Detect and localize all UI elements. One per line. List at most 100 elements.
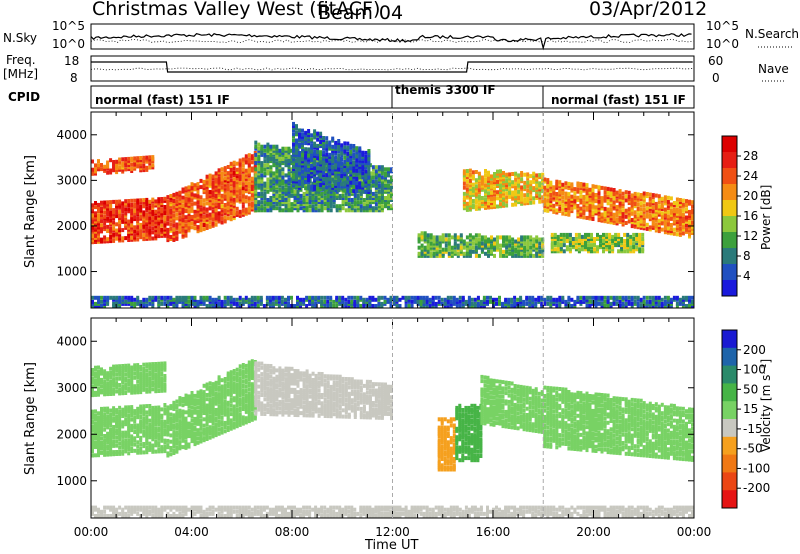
heatmap-cell (465, 253, 469, 258)
heatmap-cell (361, 171, 365, 176)
heatmap-cell (214, 181, 218, 186)
heatmap-cell (597, 187, 601, 192)
heatmap-cell (465, 173, 469, 178)
heatmap-cell (175, 195, 179, 200)
heatmap-cell (109, 210, 113, 215)
nave-series (90, 67, 695, 71)
heatmap-cell (476, 301, 480, 306)
heatmap-cell (106, 200, 110, 205)
heatmap-cell (584, 232, 587, 237)
heatmap-cell (422, 299, 426, 304)
heatmap-cell (313, 162, 317, 167)
heatmap-cell (576, 206, 580, 211)
heatmap-cell (538, 185, 542, 190)
heatmap-cell (609, 214, 613, 219)
heatmap-cell (301, 169, 304, 174)
heatmap-cell (184, 202, 188, 207)
heatmap-cell (474, 178, 478, 183)
heatmap-cell (130, 211, 134, 216)
heatmap-cell (293, 200, 297, 205)
heatmap-cell (553, 237, 557, 241)
heatmap-cell (91, 443, 94, 448)
cpid-segment-3: normal (fast) 151 IF (551, 93, 686, 107)
heatmap-cell (226, 177, 230, 182)
heatmap-cell (688, 199, 691, 204)
heatmap-cell (257, 146, 261, 151)
heatmap-cell (296, 295, 299, 300)
heatmap-cell (387, 200, 390, 205)
heatmap-cell (477, 237, 481, 242)
heatmap-cell (346, 184, 350, 189)
heatmap-cell (109, 202, 113, 207)
heatmap-cell (441, 233, 445, 238)
heatmap-cell (163, 215, 167, 220)
heatmap-cell (519, 304, 523, 308)
heatmap-cell (166, 236, 170, 241)
heatmap-cell (91, 207, 94, 212)
heatmap-cell (272, 159, 276, 164)
heatmap-cell (314, 208, 318, 213)
heatmap-cell (420, 253, 424, 258)
heatmap-cell (654, 295, 658, 300)
heatmap-cell (323, 200, 327, 205)
heatmap-cell (468, 249, 472, 254)
heatmap-cell (331, 153, 335, 157)
heatmap-cell (499, 175, 502, 180)
heatmap-cell (112, 295, 116, 300)
heatmap-cell (247, 159, 251, 164)
heatmap-cell (278, 163, 282, 168)
heatmap-cell (474, 192, 478, 197)
heatmap-cell (238, 304, 242, 308)
heatmap-cell (447, 237, 451, 242)
heatmap-cell (636, 202, 640, 207)
heatmap-cell (269, 187, 273, 192)
heatmap-cell (654, 299, 658, 304)
heatmap-cell (103, 221, 107, 225)
heatmap-cell (453, 233, 457, 238)
heatmap-cell (295, 165, 298, 170)
heatmap-cell (609, 197, 613, 202)
heatmap-cell (630, 218, 634, 222)
heatmap-cell (331, 136, 335, 141)
heatmap-cell (232, 162, 236, 167)
heatmap-cell (675, 295, 679, 300)
heatmap-cell (609, 203, 613, 208)
heatmap-cell (579, 299, 583, 304)
heatmap-cell (229, 215, 233, 220)
heatmap-cell (214, 214, 218, 219)
heatmap-cell (380, 183, 384, 188)
heatmap-cell (325, 142, 329, 147)
heatmap-cell (549, 205, 553, 210)
heatmap-cell (390, 175, 393, 180)
heatmap-cell (169, 198, 173, 203)
heatmap-cell (103, 421, 107, 426)
heatmap-cell (526, 184, 530, 189)
heatmap-cell (278, 183, 282, 188)
heatmap-cell (325, 146, 329, 151)
heatmap-cell (556, 241, 560, 246)
heatmap-cell (603, 209, 607, 213)
heatmap-cell (166, 232, 170, 236)
heatmap-cell (241, 157, 245, 162)
heatmap-cell (440, 301, 444, 306)
heatmap-cell (624, 198, 628, 203)
heatmap-cell (316, 186, 320, 191)
heatmap-cell (316, 137, 320, 142)
heatmap-cell (275, 200, 279, 205)
heatmap-cell (556, 245, 560, 250)
heatmap-cell (154, 224, 158, 229)
heatmap-cell (250, 178, 254, 183)
heatmap-cell (582, 182, 586, 187)
heatmap-cell (584, 247, 587, 252)
heatmap-cell (570, 209, 574, 214)
heatmap-cell (223, 186, 227, 191)
heatmap-cell (331, 183, 335, 188)
heatmap-cell (446, 304, 450, 308)
heatmap-cell (602, 249, 605, 254)
heatmap-cell (292, 142, 295, 147)
heatmap-cell (281, 152, 285, 157)
heatmap-cell (410, 295, 414, 300)
heatmap-cell (535, 245, 539, 250)
heatmap-cell (678, 299, 682, 304)
